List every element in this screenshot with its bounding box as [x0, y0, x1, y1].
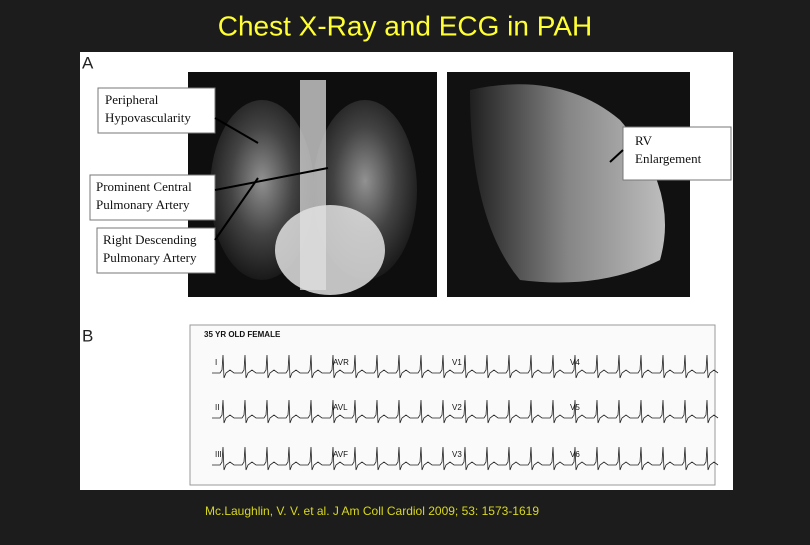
lead-label: I [215, 358, 217, 367]
lead-label: II [215, 403, 219, 412]
lead-label: AVF [333, 450, 348, 459]
ecg-trace [212, 399, 719, 424]
lead-label: V1 [452, 358, 462, 367]
lead-label: V6 [570, 450, 580, 459]
frontal-xray [188, 72, 437, 297]
callout-text: Right Descending [103, 232, 197, 247]
callout-boxes [89, 87, 732, 274]
ecg-trace [212, 446, 719, 471]
lead-label: V2 [452, 403, 462, 412]
lead-label: AVL [333, 403, 348, 412]
lateral-xray [447, 72, 690, 297]
callout-text: Pulmonary Artery [96, 197, 190, 212]
lead-label: AVR [333, 358, 349, 367]
callout-arrows [214, 117, 624, 241]
slide-title: Chest X-Ray and ECG in PAH [218, 10, 593, 41]
panel-label: B [82, 326, 93, 345]
lead-label: V4 [570, 358, 580, 367]
lead-label: V3 [452, 450, 462, 459]
ecg-trace [212, 354, 719, 379]
lead-label: V5 [570, 403, 580, 412]
ecg-strip [189, 324, 716, 486]
callout-text: Hypovascularity [105, 110, 191, 125]
lead-label: III [215, 450, 222, 459]
citation: Mc.Laughlin, V. V. et al. J Am Coll Card… [205, 504, 539, 518]
callout-text: Pulmonary Artery [103, 250, 197, 265]
callout-text: Prominent Central [96, 179, 192, 194]
callout-text: RV [635, 133, 653, 148]
ecg-header: 35 YR OLD FEMALE [204, 330, 281, 339]
callout-text: Enlargement [635, 151, 702, 166]
callout-text: Peripheral [105, 92, 159, 107]
panel-label: A [82, 53, 94, 72]
